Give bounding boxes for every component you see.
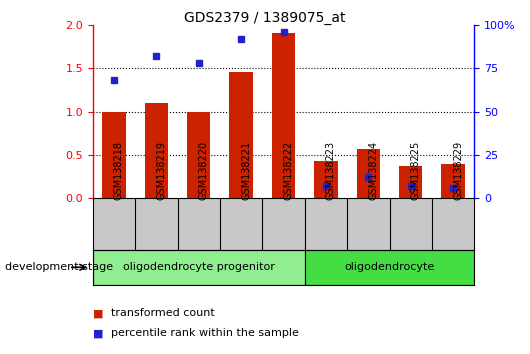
Bar bbox=[229, 73, 253, 198]
Bar bbox=[314, 161, 338, 198]
Text: GDS2379 / 1389075_at: GDS2379 / 1389075_at bbox=[184, 11, 346, 25]
Text: GSM138224: GSM138224 bbox=[368, 141, 378, 200]
Bar bbox=[399, 166, 422, 198]
Text: GSM138223: GSM138223 bbox=[326, 141, 336, 200]
Text: GSM138220: GSM138220 bbox=[199, 141, 209, 200]
Bar bbox=[305, 250, 474, 285]
Text: ■: ■ bbox=[93, 308, 103, 318]
Bar bbox=[145, 103, 168, 198]
Bar bbox=[272, 33, 295, 198]
Text: GSM138221: GSM138221 bbox=[241, 141, 251, 200]
Text: development stage: development stage bbox=[5, 262, 113, 272]
Text: GSM138218: GSM138218 bbox=[114, 141, 124, 200]
Text: GSM138225: GSM138225 bbox=[411, 141, 421, 200]
Text: GSM138229: GSM138229 bbox=[453, 141, 463, 200]
Bar bbox=[187, 112, 210, 198]
Text: percentile rank within the sample: percentile rank within the sample bbox=[111, 329, 299, 338]
Text: transformed count: transformed count bbox=[111, 308, 215, 318]
Bar bbox=[441, 164, 465, 198]
Text: GSM138222: GSM138222 bbox=[284, 141, 294, 200]
Text: ■: ■ bbox=[93, 329, 103, 338]
Text: oligodendrocyte: oligodendrocyte bbox=[344, 262, 435, 272]
Bar bbox=[102, 112, 126, 198]
Text: oligodendrocyte progenitor: oligodendrocyte progenitor bbox=[123, 262, 275, 272]
Bar bbox=[357, 149, 380, 198]
Text: GSM138219: GSM138219 bbox=[156, 141, 166, 200]
Bar bbox=[93, 250, 305, 285]
